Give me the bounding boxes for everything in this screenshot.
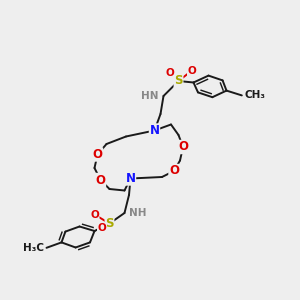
Text: O: O xyxy=(169,164,179,178)
Text: O: O xyxy=(98,223,106,233)
Text: N: N xyxy=(149,124,160,137)
Text: O: O xyxy=(178,140,188,154)
Text: O: O xyxy=(188,65,196,76)
Text: H₃C: H₃C xyxy=(22,243,44,253)
Text: O: O xyxy=(95,173,106,187)
Text: CH₃: CH₃ xyxy=(245,90,266,100)
Text: HN: HN xyxy=(141,91,159,101)
Text: NH: NH xyxy=(129,208,147,218)
Text: S: S xyxy=(105,217,114,230)
Text: S: S xyxy=(174,74,183,88)
Text: N: N xyxy=(125,172,136,185)
Text: O: O xyxy=(90,209,99,220)
Text: O: O xyxy=(165,68,174,79)
Text: O: O xyxy=(92,148,103,161)
